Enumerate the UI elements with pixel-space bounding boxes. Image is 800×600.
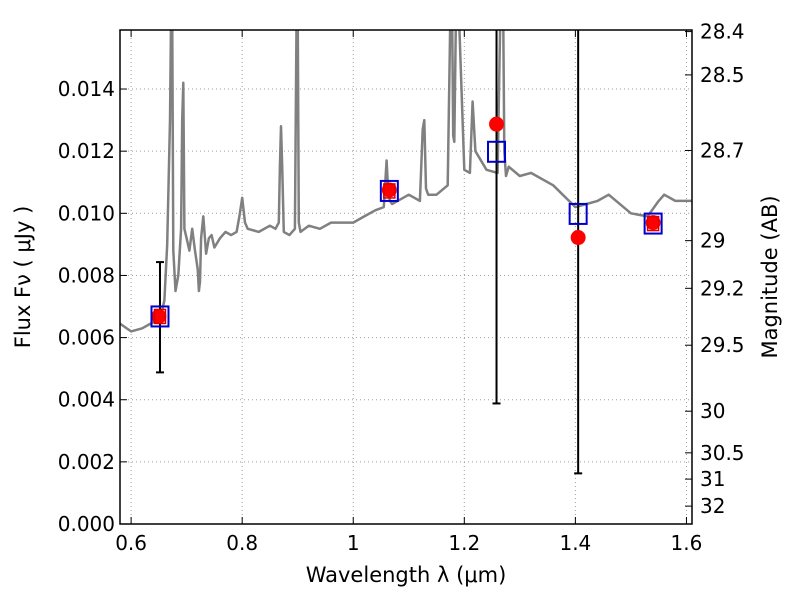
grid (120, 30, 692, 525)
y-tick-label: 0.000 (58, 512, 115, 536)
magnitude-tick-label: 31 (700, 467, 725, 491)
y-tick-label: 0.012 (58, 139, 115, 163)
model-square (379, 179, 399, 202)
x-axis-label: Wavelength λ (μm) (306, 563, 507, 587)
y-tick-label: 0.014 (58, 77, 115, 101)
magnitude-tick-label: 32 (700, 494, 725, 518)
y-tick-label: 0.004 (58, 388, 115, 412)
y-axis-label: Flux Fν ( μJy ) (11, 206, 35, 349)
model-square (643, 212, 663, 235)
model-square (568, 202, 588, 225)
observed-point (570, 230, 586, 246)
magnitude-axis-label: Magnitude (AB) (758, 195, 782, 358)
observed-point (151, 308, 167, 324)
x-tick-label: 0.8 (226, 531, 258, 555)
x-axis-ticks: 0.6 0.8 1 1.2 1.4 1.6 (115, 30, 702, 555)
x-tick-label: 1.4 (559, 531, 591, 555)
y-axis-ticks: 0.000 0.002 0.004 0.006 0.008 0.010 0.012 0.014 (58, 77, 127, 536)
y-tick-label: 0.010 (58, 201, 115, 225)
x-tick-label: 0.6 (115, 531, 147, 555)
magnitude-tick-label: 28.4 (700, 20, 745, 44)
errorbar-layer (155, 30, 583, 475)
points-layer (150, 116, 663, 328)
x-tick-label: 1.6 (671, 531, 703, 555)
observed-point (489, 116, 505, 132)
magnitude-tick-label: 30.5 (700, 441, 745, 465)
model-square-inner (153, 308, 167, 325)
magnitude-axis-ticks: 28.4 28.5 28.7 29 29.2 29.5 30 30.531 32 (685, 20, 745, 518)
observed-point (381, 182, 397, 198)
magnitude-tick-label: 29.5 (700, 333, 745, 357)
y-tick-label: 0.002 (58, 450, 115, 474)
spectrum-line (120, 30, 692, 333)
x-tick-label: 1 (347, 531, 360, 555)
observed-point (645, 215, 661, 231)
model-square (150, 305, 170, 328)
y-tick-label: 0.006 (58, 326, 115, 350)
magnitude-tick-label: 29 (700, 229, 725, 253)
model-square-inner (383, 183, 396, 199)
magnitude-tick-label: 28.5 (700, 63, 745, 87)
y-tick-label: 0.008 (58, 263, 115, 287)
model-square-inner (646, 215, 660, 232)
plot-frame (119, 29, 693, 525)
magnitude-tick-label: 29.2 (700, 276, 745, 300)
magnitude-tick-label: 30 (700, 399, 725, 423)
model-square (487, 140, 507, 163)
spectrum-layer (120, 30, 692, 333)
x-tick-label: 1.2 (448, 531, 480, 555)
magnitude-tick-label: 28.7 (700, 138, 745, 162)
